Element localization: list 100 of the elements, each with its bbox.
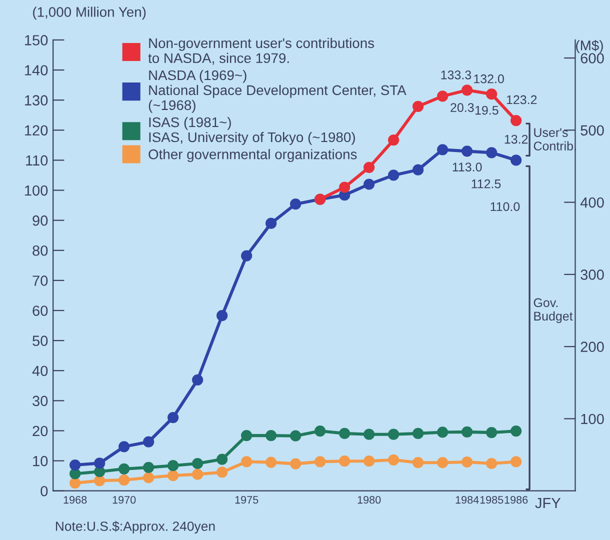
- point: [241, 250, 252, 262]
- point: [437, 457, 448, 468]
- y-tick-label: 30: [32, 396, 48, 406]
- point: [118, 441, 130, 452]
- point: [143, 472, 154, 484]
- y2-tick-label: 600: [580, 53, 604, 64]
- x-tick-label: 1984: [456, 496, 479, 504]
- point: [364, 178, 375, 190]
- x-tick-label: 1968: [64, 496, 87, 504]
- point: [241, 430, 252, 442]
- annotation: 19.5: [475, 106, 498, 115]
- point: [388, 134, 400, 146]
- y-tick-label: 80: [32, 245, 48, 256]
- y2-tick-label: 500: [580, 125, 604, 136]
- point: [412, 100, 424, 112]
- y2-tick-label: 100: [581, 414, 604, 424]
- point: [192, 468, 204, 480]
- text: Note:U.S.$:Approx. 240yen: [56, 521, 215, 534]
- point: [462, 426, 473, 438]
- point: [388, 428, 400, 440]
- point: [486, 88, 498, 100]
- point: [70, 477, 81, 489]
- point: [216, 310, 228, 322]
- y-tick-label: 90: [32, 215, 48, 226]
- point: [364, 428, 375, 440]
- point: [70, 468, 81, 480]
- y2-tick-label: 400: [580, 197, 604, 208]
- data-label: 133.3: [441, 70, 472, 80]
- point: [437, 144, 448, 156]
- point: [339, 456, 350, 467]
- point: [290, 198, 302, 210]
- legend-label: Other governmental organizations: [148, 149, 357, 162]
- point: [266, 430, 277, 442]
- point: [462, 456, 473, 468]
- y-tick-label: 100: [24, 185, 48, 196]
- point: [168, 460, 179, 472]
- y-tick-label: 110: [26, 155, 48, 166]
- point: [510, 425, 522, 437]
- y-tick-label: 40: [32, 366, 48, 376]
- y-tick-label: 130: [24, 95, 48, 106]
- point: [266, 456, 277, 468]
- point: [388, 170, 400, 181]
- point: [462, 146, 473, 157]
- point: [94, 458, 106, 469]
- y-tick-label: 20: [32, 426, 48, 436]
- point: [486, 147, 498, 158]
- point: [314, 456, 326, 468]
- point: [486, 426, 498, 438]
- point: [118, 463, 130, 474]
- x-tick-label: 1980: [358, 496, 381, 504]
- point: [290, 430, 302, 442]
- legend-label: NASDA (1969~) National Space Development Center, STA (~1968): [148, 70, 406, 113]
- point: [94, 475, 106, 486]
- y-tick-label: 0: [40, 486, 48, 496]
- y-tick-label: 60: [32, 306, 48, 316]
- point: [216, 466, 228, 478]
- data-label: 110.0: [490, 202, 520, 212]
- annotation: 20.3: [450, 103, 474, 112]
- point: [143, 436, 154, 448]
- point: [192, 458, 204, 470]
- annotation: 13.2: [504, 134, 528, 144]
- point: [412, 164, 424, 176]
- point: [388, 454, 400, 466]
- point: [412, 457, 424, 468]
- text: Gov. Budget: [534, 298, 573, 324]
- x-tick-label: 1985: [480, 496, 504, 504]
- point: [486, 458, 498, 470]
- point: [364, 162, 375, 173]
- point: [339, 428, 350, 439]
- point: [437, 426, 448, 438]
- y2-tick-label: 300: [580, 270, 604, 280]
- point: [192, 374, 204, 386]
- point: [216, 454, 228, 465]
- point: [339, 182, 350, 193]
- data-label: 132.0: [474, 74, 504, 84]
- point: [314, 425, 326, 437]
- point: [510, 456, 522, 468]
- x-axis-title: JFY: [535, 498, 561, 508]
- x-tick-label: 1986: [504, 496, 528, 504]
- legend-label: ISAS (1981~) ISAS, University of Tokyo (~1980): [149, 116, 355, 145]
- point: [168, 412, 179, 424]
- y-tick-label: 150: [24, 35, 48, 46]
- point: [266, 218, 277, 229]
- point: [168, 470, 179, 482]
- point: [462, 84, 473, 96]
- point: [70, 459, 81, 471]
- y-tick-label: 140: [24, 65, 48, 76]
- point: [364, 456, 375, 467]
- x-tick-label: 1975: [235, 496, 258, 504]
- legend-label: Non-government user's contributions to NASDA, since 1979.: [148, 38, 374, 65]
- x-tick-label: 1970: [112, 496, 136, 504]
- point: [118, 474, 130, 486]
- y2-tick-label: 200: [580, 342, 604, 352]
- y-tick-label: 50: [32, 336, 48, 346]
- point: [437, 90, 448, 102]
- y2-axis-title: (M$): [576, 40, 603, 54]
- point: [290, 458, 302, 470]
- point: [510, 114, 522, 126]
- point: [143, 462, 154, 473]
- data-label: 113.0: [452, 162, 482, 172]
